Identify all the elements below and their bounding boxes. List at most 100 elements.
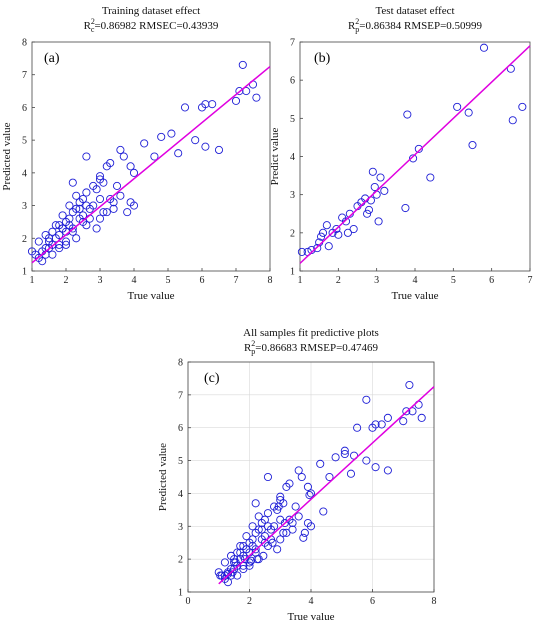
data-point [294, 512, 303, 521]
data-point [370, 182, 379, 192]
y-tick-label: 6 [290, 76, 295, 87]
data-point [239, 564, 248, 574]
data-point [254, 525, 263, 534]
data-point [288, 518, 297, 528]
x-tick-label: 1 [30, 275, 35, 286]
data-point [109, 204, 118, 213]
data-point [245, 561, 254, 570]
data-point [191, 136, 200, 145]
x-tick-label: 0 [186, 596, 191, 607]
data-point [95, 175, 105, 184]
data-point [72, 191, 81, 200]
y-tick-label: 5 [178, 456, 183, 467]
data-point [322, 221, 331, 230]
data-point [401, 203, 410, 213]
data-point [95, 214, 105, 223]
data-point [353, 423, 362, 432]
y-tick-label: 4 [290, 152, 295, 163]
data-point [409, 154, 418, 163]
data-point [313, 244, 322, 253]
metric-text: R2 p=0.86384 RMSEP=0.50999 [348, 17, 483, 34]
data-point [303, 482, 312, 491]
data-point [297, 247, 306, 256]
data-point [362, 395, 371, 404]
data-point [346, 469, 356, 478]
data-point [231, 558, 240, 567]
data-point [257, 525, 266, 534]
data-point [126, 162, 135, 171]
data-point [318, 228, 328, 237]
data-point [75, 214, 84, 223]
y-tick-label: 4 [178, 489, 183, 500]
data-point [82, 188, 91, 197]
data-point [216, 571, 225, 580]
data-point [343, 228, 352, 237]
data-point [280, 518, 289, 528]
y-tick-label: 4 [22, 168, 27, 179]
data-point [129, 168, 139, 177]
data-point [319, 507, 328, 516]
data-point [371, 463, 380, 472]
data-point [270, 502, 279, 511]
data-point [282, 482, 291, 491]
data-point [240, 555, 249, 564]
data-point [282, 528, 291, 537]
data-point [340, 449, 349, 459]
data-point [99, 208, 108, 217]
data-point [214, 145, 224, 155]
data-point [453, 102, 462, 111]
data-point [233, 548, 242, 557]
data-point [208, 100, 217, 109]
y-tick-label: 1 [290, 267, 295, 278]
data-point [48, 227, 57, 236]
data-point [253, 555, 262, 564]
data-point [324, 242, 333, 251]
x-tick-label: 6 [489, 275, 494, 286]
x-tick-label: 7 [234, 275, 239, 286]
data-point [89, 181, 98, 190]
data-point [257, 535, 266, 544]
data-point [248, 522, 257, 531]
data-point [150, 152, 159, 161]
y-tick-label: 2 [290, 228, 295, 239]
data-point [263, 472, 273, 482]
data-point [236, 548, 245, 557]
data-point [248, 541, 257, 551]
data-point [48, 250, 57, 259]
fit-line [299, 45, 531, 264]
panel-label: (c) [204, 371, 220, 386]
y-tick-label: 3 [290, 190, 295, 201]
y-tick-label: 2 [22, 234, 27, 245]
data-point [254, 512, 263, 521]
data-point [251, 499, 260, 508]
data-point [109, 198, 118, 207]
y-tick-label: 3 [178, 522, 183, 533]
data-point [174, 149, 183, 158]
data-point [51, 221, 60, 230]
data-point [403, 110, 412, 119]
data-point [279, 528, 288, 537]
data-point [65, 221, 74, 230]
data-point [377, 420, 386, 429]
data-point [506, 64, 515, 73]
data-point [305, 491, 314, 500]
data-point [363, 209, 372, 218]
panel-label: (b) [314, 51, 331, 66]
data-point [78, 194, 88, 204]
x-tick-label: 4 [309, 596, 314, 607]
y-tick-label: 7 [290, 38, 295, 49]
y-tick-label: 8 [178, 358, 183, 369]
x-tick-label: 8 [432, 596, 437, 607]
data-point [297, 472, 306, 482]
data-point [383, 466, 392, 475]
data-point [334, 230, 343, 239]
data-point [238, 60, 247, 69]
data-point [72, 204, 81, 213]
data-point [44, 244, 54, 253]
data-point [123, 208, 132, 217]
data-point [306, 489, 316, 498]
x-tick-label: 8 [268, 275, 273, 286]
data-point [116, 191, 125, 200]
chart-title: Test dataset effect [375, 5, 454, 17]
